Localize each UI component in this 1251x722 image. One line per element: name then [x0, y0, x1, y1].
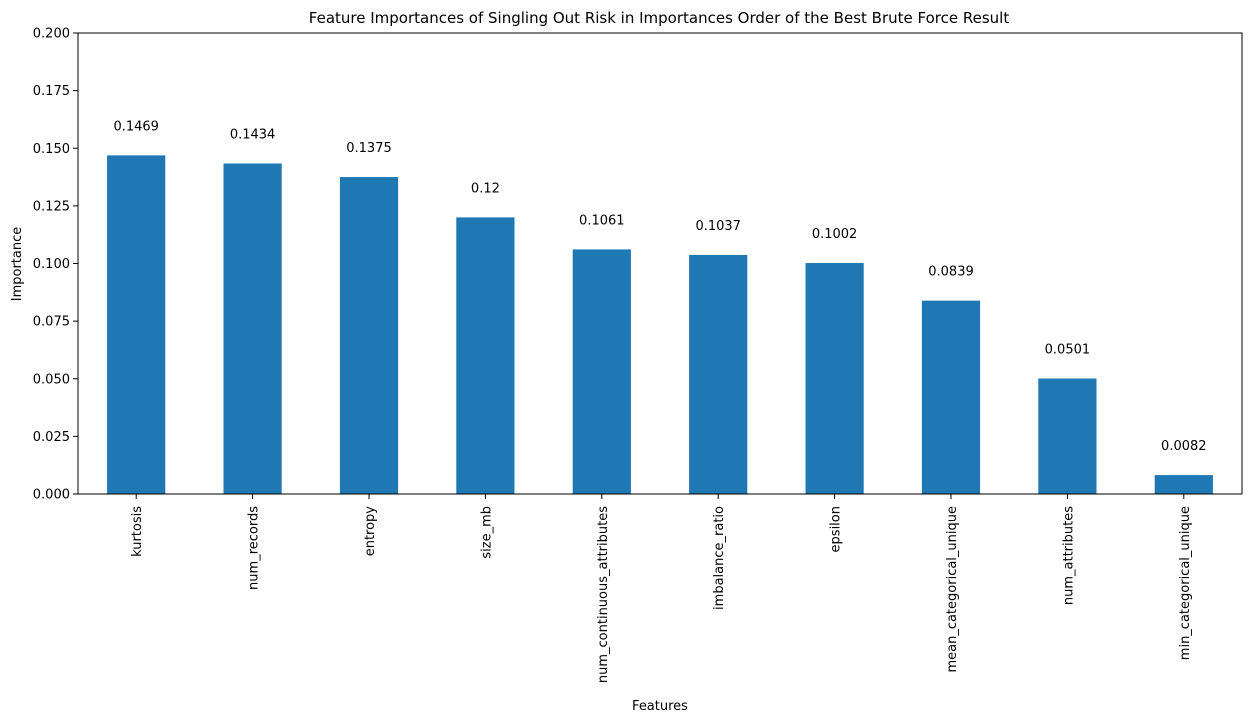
- x-tick-label: entropy: [363, 506, 378, 557]
- bar: [572, 249, 631, 494]
- bar: [456, 217, 515, 494]
- data-label: 0.1375: [346, 141, 392, 156]
- bar: [1038, 378, 1097, 494]
- y-tick-label: 0.100: [33, 257, 70, 272]
- bar: [1154, 475, 1213, 494]
- y-tick-label: 0.000: [33, 488, 70, 503]
- y-tick-label: 0.050: [33, 372, 70, 387]
- data-label: 0.1061: [579, 213, 625, 228]
- y-tick-label: 0.150: [33, 142, 70, 157]
- chart-title: Feature Importances of Singling Out Risk…: [309, 9, 1010, 27]
- y-tick-label: 0.175: [33, 84, 70, 99]
- data-labels-layer: 0.1469 0.1434 0.1375 0.12 0.1061 0.1037 0.1002…: [113, 119, 1206, 454]
- data-label: 0.0082: [1161, 439, 1207, 454]
- x-tick-label: epsilon: [829, 506, 844, 552]
- bar: [223, 163, 282, 494]
- x-tick-label: kurtosis: [130, 506, 145, 557]
- x-axis-label: Features: [632, 699, 688, 714]
- y-axis-label: Importance: [10, 227, 25, 302]
- x-tick-label: num_continuous_attributes: [596, 506, 611, 683]
- x-tick-label: mean_categorical_unique: [945, 506, 960, 673]
- data-label: 0.12: [471, 181, 500, 196]
- x-tick-label: size_mb: [479, 506, 494, 559]
- bars-layer: [107, 155, 1213, 494]
- bar: [339, 177, 399, 494]
- data-label: 0.0501: [1045, 343, 1091, 358]
- data-label: 0.1037: [695, 219, 741, 234]
- bar: [689, 254, 748, 494]
- y-tick-label: 0.025: [33, 430, 70, 445]
- x-tick-label: imbalance_ratio: [712, 506, 727, 610]
- y-tick-label: 0.200: [33, 27, 70, 42]
- bar: [805, 263, 864, 494]
- y-tick-label: 0.075: [33, 315, 70, 330]
- x-tick-label: min_categorical_unique: [1178, 506, 1193, 660]
- bar: [107, 155, 166, 494]
- data-label: 0.1002: [812, 227, 858, 242]
- x-tick-label: num_attributes: [1061, 506, 1076, 605]
- x-tick-label: num_records: [247, 506, 262, 590]
- plot-frame: [77, 32, 1243, 495]
- y-tick-label: 0.125: [33, 199, 70, 214]
- data-label: 0.1469: [113, 119, 159, 134]
- bar: [921, 300, 981, 494]
- y-ticks-layer: 0.000 0.025 0.050 0.075 0.100 0.125 0.150 0.175…: [33, 27, 78, 503]
- x-ticks-layer: kurtosis num_records entropy size_mb num_con…: [130, 494, 1193, 683]
- data-label: 0.0839: [928, 265, 974, 280]
- data-label: 0.1434: [230, 127, 276, 142]
